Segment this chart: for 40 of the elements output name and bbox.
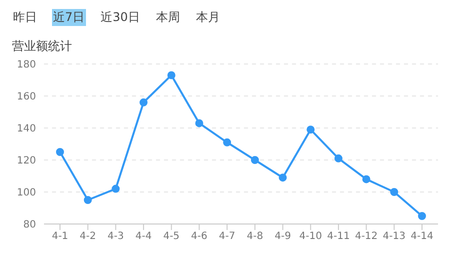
y-tick-label: 80 [23, 220, 36, 231]
point [334, 154, 342, 162]
point [223, 138, 232, 146]
x-tick-label: 4-2 [80, 231, 96, 242]
chart-title: 营业额统计 [11, 38, 73, 54]
text: 本月 [194, 8, 221, 26]
y-tick-label: 120 [16, 156, 36, 167]
point [56, 148, 64, 156]
x-tick-label: 4-4 [135, 231, 152, 242]
y-tick-label: 100 [16, 188, 36, 199]
x-tick-label: 4-11 [327, 231, 350, 242]
x-tick-label: 4-1 [52, 231, 68, 242]
text: 近30日 [100, 8, 141, 26]
point [167, 71, 176, 80]
point [362, 175, 370, 184]
x-tick-label: 4-5 [163, 231, 180, 242]
point [84, 196, 92, 204]
x-tick-label: 4-12 [354, 231, 378, 242]
point [306, 126, 315, 134]
x-tick-label: 4-6 [191, 231, 208, 242]
y-tick-label: 180 [16, 60, 36, 71]
point [250, 156, 259, 164]
x-tick-label: 4-14 [410, 231, 434, 242]
y-tick-label: 140 [16, 124, 36, 135]
y-tick-label: 160 [16, 92, 36, 103]
x-tick-label: 4-7 [218, 231, 236, 242]
text: 昨日 [12, 8, 38, 26]
point [390, 188, 398, 196]
text: 近7日 [52, 8, 86, 26]
point [195, 119, 204, 128]
x-tick-label: 4-10 [299, 231, 322, 242]
point [278, 174, 287, 182]
x-tick-label: 4-13 [382, 231, 406, 242]
x-tick-label: 4-9 [274, 231, 291, 242]
x-tick-label: 4-8 [246, 231, 264, 242]
text: 本周 [154, 8, 181, 26]
point [140, 98, 148, 106]
point [418, 212, 426, 220]
point [112, 184, 120, 193]
x-tick-label: 4-3 [108, 231, 124, 242]
